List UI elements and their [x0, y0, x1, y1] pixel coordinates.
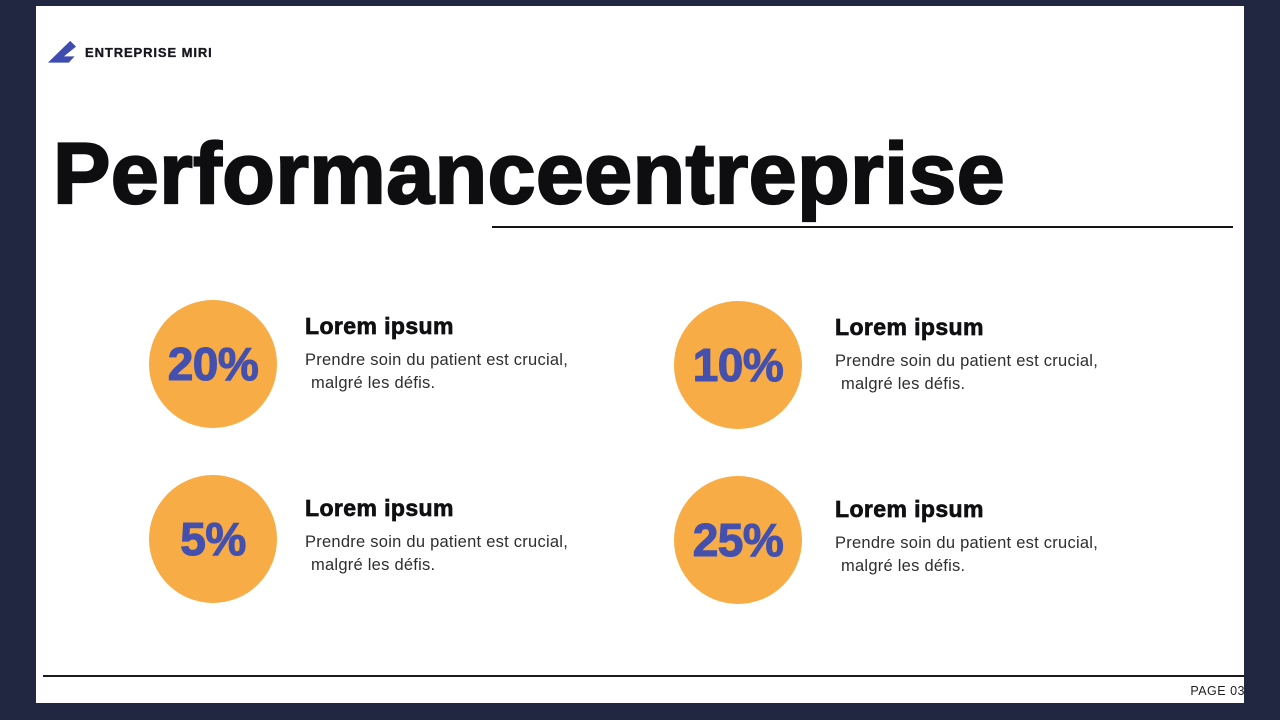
stat-value-1: 20% [167, 337, 259, 390]
stat-value-3: 5% [180, 512, 247, 565]
stat-body-4-line2: malgré les défis. [841, 556, 966, 575]
stat-circle-3: 5% [149, 475, 277, 603]
footer-rule [43, 675, 1247, 677]
stat-body-2-line1: Prendre soin du patient est crucial, [835, 352, 1099, 370]
stat-circle-2: 10% [674, 301, 802, 429]
stat-text-3: Lorem ipsum Prendre soin du patient est … [305, 495, 568, 576]
frame-bottom-band [0, 703, 1280, 720]
brand-name: ENTREPRISE MIRI [85, 44, 213, 60]
stat-body-1-line2: malgré les défis. [311, 373, 436, 392]
stat-circle-1: 20% [149, 300, 277, 428]
brand-lockup: ENTREPRISE MIRI [46, 40, 213, 64]
stat-body-1-line1: Prendre soin du patient est crucial, [305, 351, 569, 369]
stat-body-3-line1: Prendre soin du patient est crucial, [305, 533, 569, 551]
page-number: PAGE 03 [1190, 684, 1245, 698]
stat-heading-1: Lorem ipsum [305, 313, 454, 340]
stat-value-4: 25% [692, 513, 784, 566]
stat-value-2: 10% [692, 338, 784, 391]
company-logo-icon [47, 40, 77, 63]
stat-heading-2: Lorem ipsum [835, 314, 984, 341]
stat-body-4-line1: Prendre soin du patient est crucial, [835, 534, 1099, 552]
stat-circle-4: 25% [674, 476, 802, 604]
stat-text-2: Lorem ipsum Prendre soin du patient est … [835, 314, 1098, 395]
stat-body-2-line2: malgré les défis. [841, 374, 966, 393]
stat-text-1: Lorem ipsum Prendre soin du patient est … [305, 313, 568, 394]
frame-left-band [0, 0, 36, 720]
stat-body-3-line2: malgré les défis. [311, 555, 436, 574]
stat-heading-4: Lorem ipsum [835, 496, 984, 523]
frame-right-band [1244, 0, 1280, 720]
page-title: Performanceentreprise [52, 126, 1006, 222]
stat-heading-3: Lorem ipsum [305, 495, 454, 522]
frame-top-band [0, 0, 1280, 6]
stat-text-4: Lorem ipsum Prendre soin du patient est … [835, 496, 1098, 577]
title-underline [492, 226, 1233, 228]
